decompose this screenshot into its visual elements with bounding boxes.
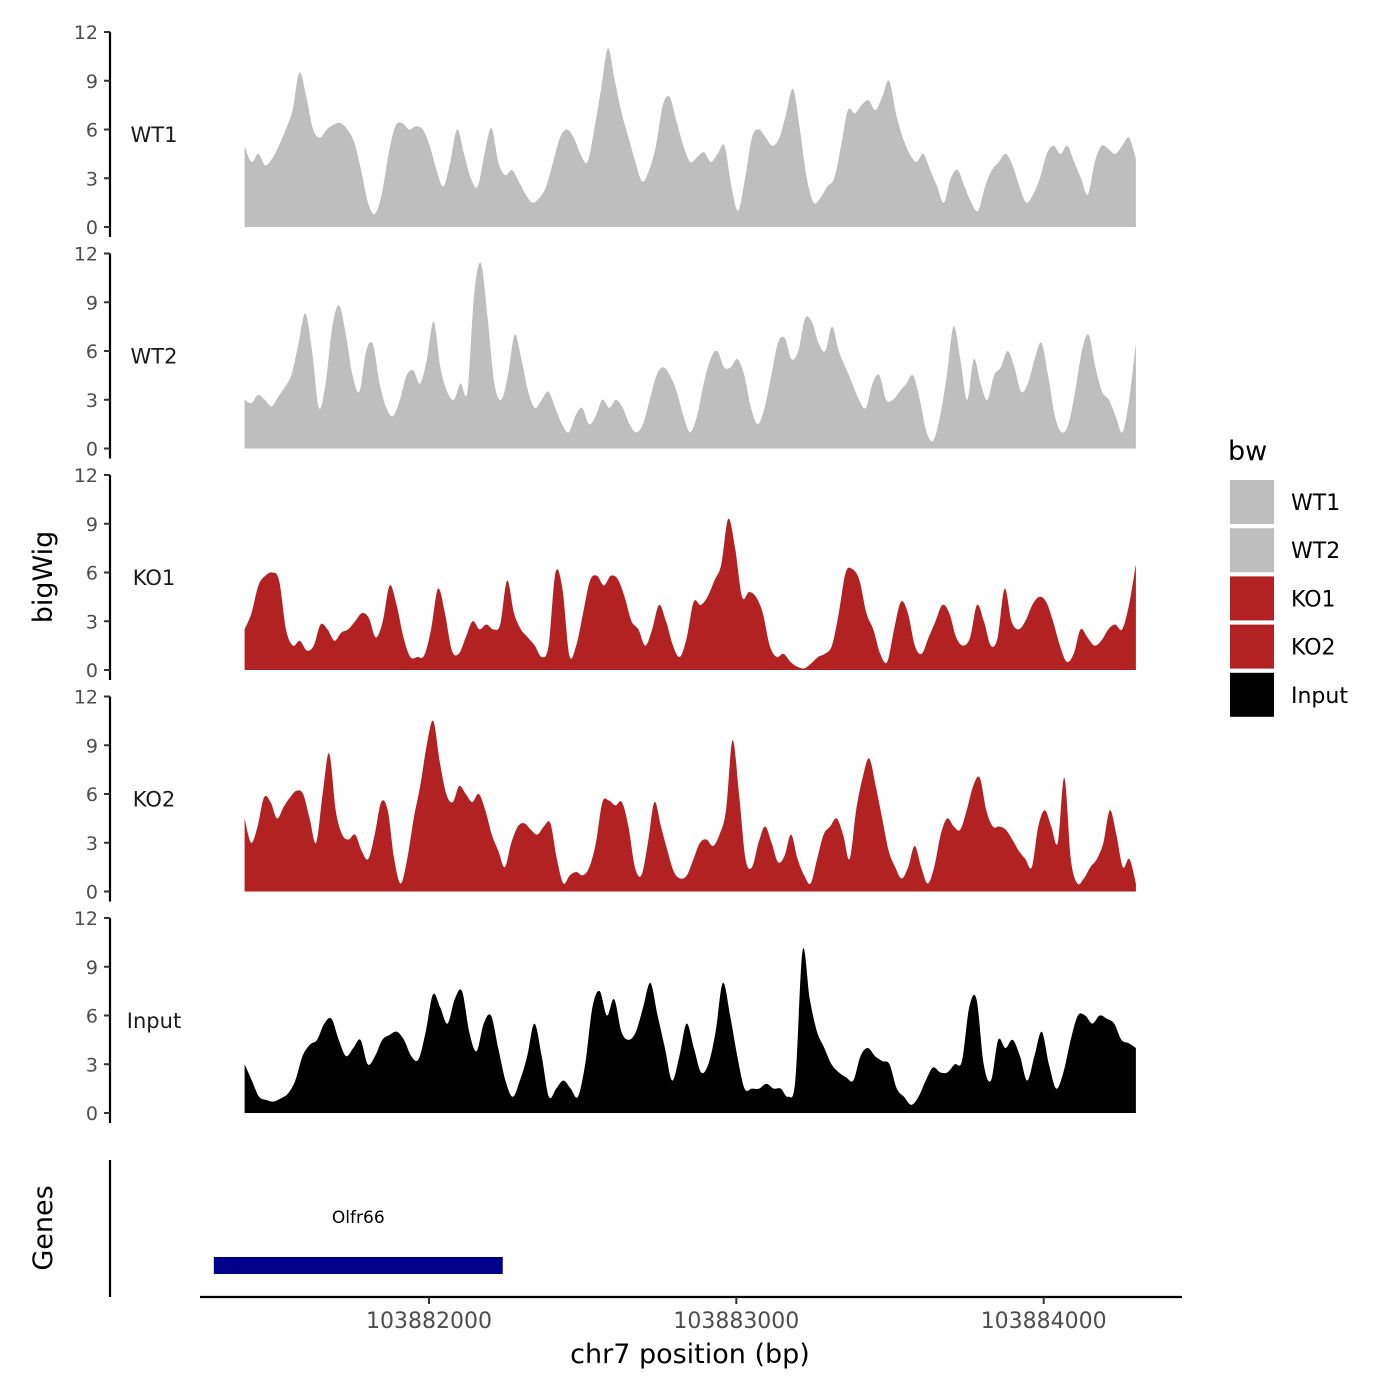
track-label-wt2: WT2 [131, 345, 178, 369]
y-tick-label: 12 [74, 22, 98, 44]
y-tick-label: 6 [86, 120, 98, 142]
y-axis-title: bigWig [28, 531, 59, 624]
y-tick-label: 6 [86, 341, 98, 363]
track-label-input: Input [127, 1009, 181, 1033]
legend-key-wt1 [1230, 480, 1274, 524]
y-tick-label: 3 [86, 1054, 98, 1076]
y-tick-label: 3 [86, 611, 98, 633]
legend-key-wt2 [1230, 528, 1274, 573]
gene-label-olfr66: Olfr66 [332, 1208, 385, 1228]
y-tick-label: 9 [86, 71, 98, 93]
area-series-wt1 [244, 48, 1136, 227]
area-series-ko2 [244, 720, 1136, 892]
y-tick-label: 3 [86, 168, 98, 190]
legend-label-ko1: KO1 [1291, 587, 1336, 612]
gene-bar-olfr66 [213, 1257, 503, 1274]
x-tick-label: 103884000 [981, 1309, 1107, 1334]
area-series-input [244, 948, 1136, 1113]
track-label-wt1: WT1 [131, 123, 178, 147]
y-tick-label: 12 [74, 244, 98, 266]
y-tick-label: 0 [86, 439, 98, 461]
gene-panel: Olfr66 [108, 1160, 503, 1297]
y-tick-label: 12 [74, 465, 98, 487]
legend-label-wt2: WT2 [1291, 539, 1340, 564]
y-tick-label: 9 [86, 735, 98, 757]
tracks-layer: 0 3 6 9 12 WT1 0 3 6 9 12 WT2 0 3 6 9 12 KO1 0 3 6 9 12 KO2 0 3 6 9… [74, 22, 1136, 1125]
y-tick-label: 12 [74, 908, 98, 930]
y-tick-label: 9 [86, 514, 98, 536]
y-tick-label: 6 [86, 784, 98, 806]
legend-title: bw [1228, 436, 1267, 467]
track-input: 0 3 6 9 12 Input [74, 908, 1136, 1125]
y-tick-label: 9 [86, 292, 98, 314]
legend-key-ko2 [1230, 624, 1274, 669]
y-tick-label: 6 [86, 563, 98, 585]
gene-panel-title: Genes [28, 1185, 59, 1270]
y-tick-label: 9 [86, 957, 98, 979]
legend-label-wt1: WT1 [1291, 491, 1340, 516]
y-tick-label: 3 [86, 390, 98, 412]
x-tick-label: 103883000 [673, 1309, 799, 1334]
track-ko1: 0 3 6 9 12 KO1 [74, 465, 1136, 682]
legend-label-input: Input [1291, 684, 1348, 709]
x-axis: 103882000 103883000 103884000 [200, 1295, 1182, 1334]
y-tick-label: 12 [74, 687, 98, 709]
y-tick-label: 3 [86, 833, 98, 855]
area-series-ko1 [244, 518, 1136, 670]
legend-key-ko1 [1230, 576, 1274, 621]
legend-key-input [1230, 672, 1274, 717]
legend-label-ko2: KO2 [1291, 636, 1336, 661]
x-axis-title: chr7 position (bp) [570, 1339, 810, 1370]
x-tick-label: 103882000 [366, 1309, 492, 1334]
y-tick-label: 0 [86, 217, 98, 239]
track-ko2: 0 3 6 9 12 KO2 [74, 687, 1136, 904]
area-series-wt2 [244, 262, 1136, 449]
legend: bw WT1 WT2 KO1 KO2 Input [1228, 436, 1348, 717]
track-wt1: 0 3 6 9 12 WT1 [74, 22, 1136, 239]
track-label-ko1: KO1 [133, 566, 176, 590]
track-label-ko2: KO2 [133, 788, 176, 812]
y-tick-label: 0 [86, 660, 98, 682]
y-tick-label: 0 [86, 882, 98, 904]
track-wt2: 0 3 6 9 12 WT2 [74, 244, 1136, 461]
y-tick-label: 0 [86, 1103, 98, 1125]
y-tick-label: 6 [86, 1006, 98, 1028]
